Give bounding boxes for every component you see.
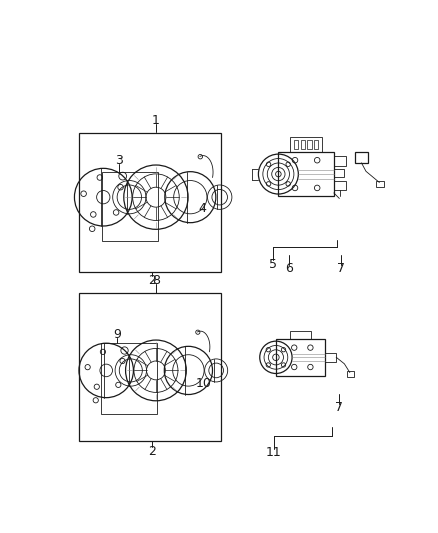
Bar bbox=[100, 343, 158, 414]
Bar bbox=[347, 372, 353, 377]
Text: 9: 9 bbox=[113, 328, 121, 341]
Bar bbox=[300, 140, 305, 149]
Bar bbox=[294, 140, 298, 149]
Text: 2: 2 bbox=[148, 274, 156, 287]
Bar bbox=[355, 152, 368, 163]
Text: 3: 3 bbox=[115, 154, 123, 167]
Text: 7: 7 bbox=[335, 401, 343, 414]
Bar bbox=[376, 181, 384, 187]
Bar bbox=[79, 294, 221, 441]
Bar bbox=[79, 133, 221, 272]
Bar bbox=[314, 140, 318, 149]
Bar bbox=[334, 181, 346, 190]
Bar bbox=[307, 140, 312, 149]
Bar bbox=[102, 172, 158, 241]
Bar bbox=[334, 156, 346, 166]
Bar bbox=[325, 353, 336, 362]
Text: 5: 5 bbox=[269, 257, 277, 271]
Bar bbox=[334, 169, 344, 177]
Text: 7: 7 bbox=[337, 262, 345, 275]
Bar bbox=[290, 137, 322, 152]
Text: 6: 6 bbox=[285, 262, 293, 275]
Text: 8: 8 bbox=[152, 274, 160, 287]
Text: 11: 11 bbox=[266, 446, 282, 459]
Text: 1: 1 bbox=[152, 114, 160, 127]
Text: 10: 10 bbox=[196, 377, 212, 390]
Bar bbox=[276, 339, 325, 376]
Text: 4: 4 bbox=[198, 202, 206, 215]
Text: 2: 2 bbox=[148, 445, 156, 458]
Bar bbox=[279, 152, 334, 196]
Bar bbox=[290, 332, 311, 339]
